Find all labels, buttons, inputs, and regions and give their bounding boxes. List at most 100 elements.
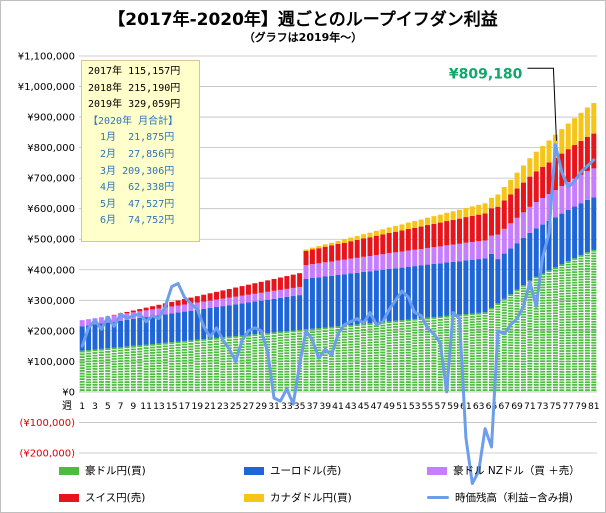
bar-aud-jpy bbox=[444, 326, 450, 329]
bar-aud-jpy bbox=[565, 287, 571, 290]
bar-aud-jpy bbox=[207, 383, 213, 386]
bar-aud-jpy bbox=[309, 344, 315, 347]
bar-chf-jpy bbox=[188, 297, 194, 304]
bar-aud-jpy bbox=[277, 350, 283, 352]
bar-aud-jpy bbox=[316, 386, 322, 389]
bar-aud-jpy bbox=[245, 337, 251, 340]
bar-aud-jpy bbox=[79, 386, 85, 389]
bar-eur-usd bbox=[540, 224, 546, 274]
bar-aud-jpy bbox=[546, 381, 552, 384]
bar-aud-jpy bbox=[437, 371, 443, 373]
bar-aud-jpy bbox=[591, 249, 597, 252]
bar-aud-jpy bbox=[540, 341, 546, 344]
bar-cad-jpy bbox=[501, 187, 507, 201]
bar-aud-jpy bbox=[540, 378, 546, 381]
bar-aud-jpy bbox=[380, 356, 386, 359]
bar-aud-jpy bbox=[412, 358, 418, 360]
bar-aud-jpy bbox=[431, 378, 437, 381]
bar-aud-jpy bbox=[335, 360, 341, 363]
bar-aud-jpy bbox=[271, 359, 277, 362]
bar-eur-usd bbox=[290, 296, 296, 331]
bar-aud-jpy bbox=[201, 389, 207, 392]
bar-aud-nzd bbox=[565, 182, 571, 210]
bar-aud-jpy bbox=[572, 284, 578, 287]
bar-aud-jpy bbox=[572, 349, 578, 352]
bar-aud-jpy bbox=[182, 343, 188, 346]
bar-aud-jpy bbox=[309, 352, 315, 355]
bar-aud-jpy bbox=[412, 347, 418, 350]
bar-eur-usd bbox=[207, 307, 213, 339]
bar-aud-jpy bbox=[495, 371, 501, 373]
bar-aud-jpy bbox=[329, 334, 335, 337]
bar-aud-jpy bbox=[156, 370, 162, 373]
bar-aud-jpy bbox=[316, 375, 322, 378]
bar-aud-jpy bbox=[322, 370, 328, 373]
bar-aud-jpy bbox=[341, 383, 347, 386]
bar-aud-jpy bbox=[584, 370, 590, 373]
bar-aud-jpy bbox=[501, 312, 507, 314]
bar-aud-jpy bbox=[386, 386, 392, 389]
bar-aud-jpy bbox=[520, 316, 526, 319]
bar-aud-jpy bbox=[559, 311, 565, 313]
bar-aud-jpy bbox=[527, 333, 533, 336]
bar-aud-jpy bbox=[290, 365, 296, 368]
y-tick-label: ¥700,000 bbox=[27, 174, 75, 185]
bar-aud-jpy bbox=[124, 365, 130, 367]
bar-aud-jpy bbox=[591, 326, 597, 328]
bar-aud-jpy bbox=[265, 335, 271, 338]
bar-aud-jpy bbox=[463, 338, 469, 341]
bar-aud-jpy bbox=[546, 347, 552, 349]
bar-aud-jpy bbox=[559, 266, 565, 269]
bar-aud-jpy bbox=[284, 362, 290, 365]
bar-aud-jpy bbox=[450, 365, 456, 368]
bar-aud-jpy bbox=[194, 342, 200, 345]
bar-aud-jpy bbox=[380, 378, 386, 381]
bar-aud-jpy bbox=[514, 289, 520, 292]
bar-aud-jpy bbox=[143, 378, 149, 381]
bar-aud-jpy bbox=[386, 337, 392, 339]
bar-aud-jpy bbox=[386, 347, 392, 350]
bar-aud-jpy bbox=[105, 381, 111, 383]
bar-aud-jpy bbox=[316, 341, 322, 344]
bar-aud-jpy bbox=[386, 363, 392, 365]
bar-aud-jpy bbox=[450, 362, 456, 365]
bar-aud-jpy bbox=[469, 355, 475, 358]
bar-aud-jpy bbox=[207, 370, 213, 373]
bar-eur-usd bbox=[137, 318, 143, 346]
bar-aud-jpy bbox=[546, 352, 552, 355]
bar-aud-jpy bbox=[482, 314, 488, 317]
bar-aud-jpy bbox=[245, 342, 251, 345]
bar-aud-jpy bbox=[469, 386, 475, 389]
bar-aud-jpy bbox=[463, 362, 469, 365]
bar-cad-jpy bbox=[367, 232, 373, 238]
bar-aud-jpy bbox=[233, 381, 239, 384]
bar-aud-jpy bbox=[457, 386, 463, 389]
bar-aud-jpy bbox=[175, 352, 181, 354]
bar-eur-usd bbox=[361, 271, 367, 324]
bar-aud-jpy bbox=[584, 349, 590, 352]
bar-aud-jpy bbox=[431, 386, 437, 389]
bar-aud-jpy bbox=[572, 292, 578, 294]
bar-aud-nzd bbox=[322, 262, 328, 277]
bar-aud-jpy bbox=[220, 371, 226, 373]
bar-aud-jpy bbox=[258, 341, 264, 344]
bar-aud-jpy bbox=[591, 289, 597, 292]
bar-chf-jpy bbox=[329, 245, 335, 262]
bar-aud-jpy bbox=[213, 340, 219, 343]
bar-aud-jpy bbox=[527, 296, 533, 299]
bar-aud-jpy bbox=[584, 362, 590, 365]
bar-aud-jpy bbox=[450, 333, 456, 336]
bar-aud-jpy bbox=[297, 383, 303, 386]
bar-aud-jpy bbox=[546, 386, 552, 389]
bar-aud-jpy bbox=[591, 305, 597, 307]
bar-aud-jpy bbox=[559, 318, 565, 321]
y-tick-label: ¥900,000 bbox=[27, 113, 75, 124]
bar-aud-jpy bbox=[431, 381, 437, 384]
bar-aud-jpy bbox=[258, 344, 264, 346]
bar-aud-jpy bbox=[488, 368, 494, 371]
bar-aud-jpy bbox=[143, 349, 149, 352]
bar-aud-jpy bbox=[591, 331, 597, 334]
bar-cad-jpy bbox=[520, 165, 526, 183]
bar-aud-jpy bbox=[488, 376, 494, 378]
bar-aud-jpy bbox=[591, 260, 597, 263]
